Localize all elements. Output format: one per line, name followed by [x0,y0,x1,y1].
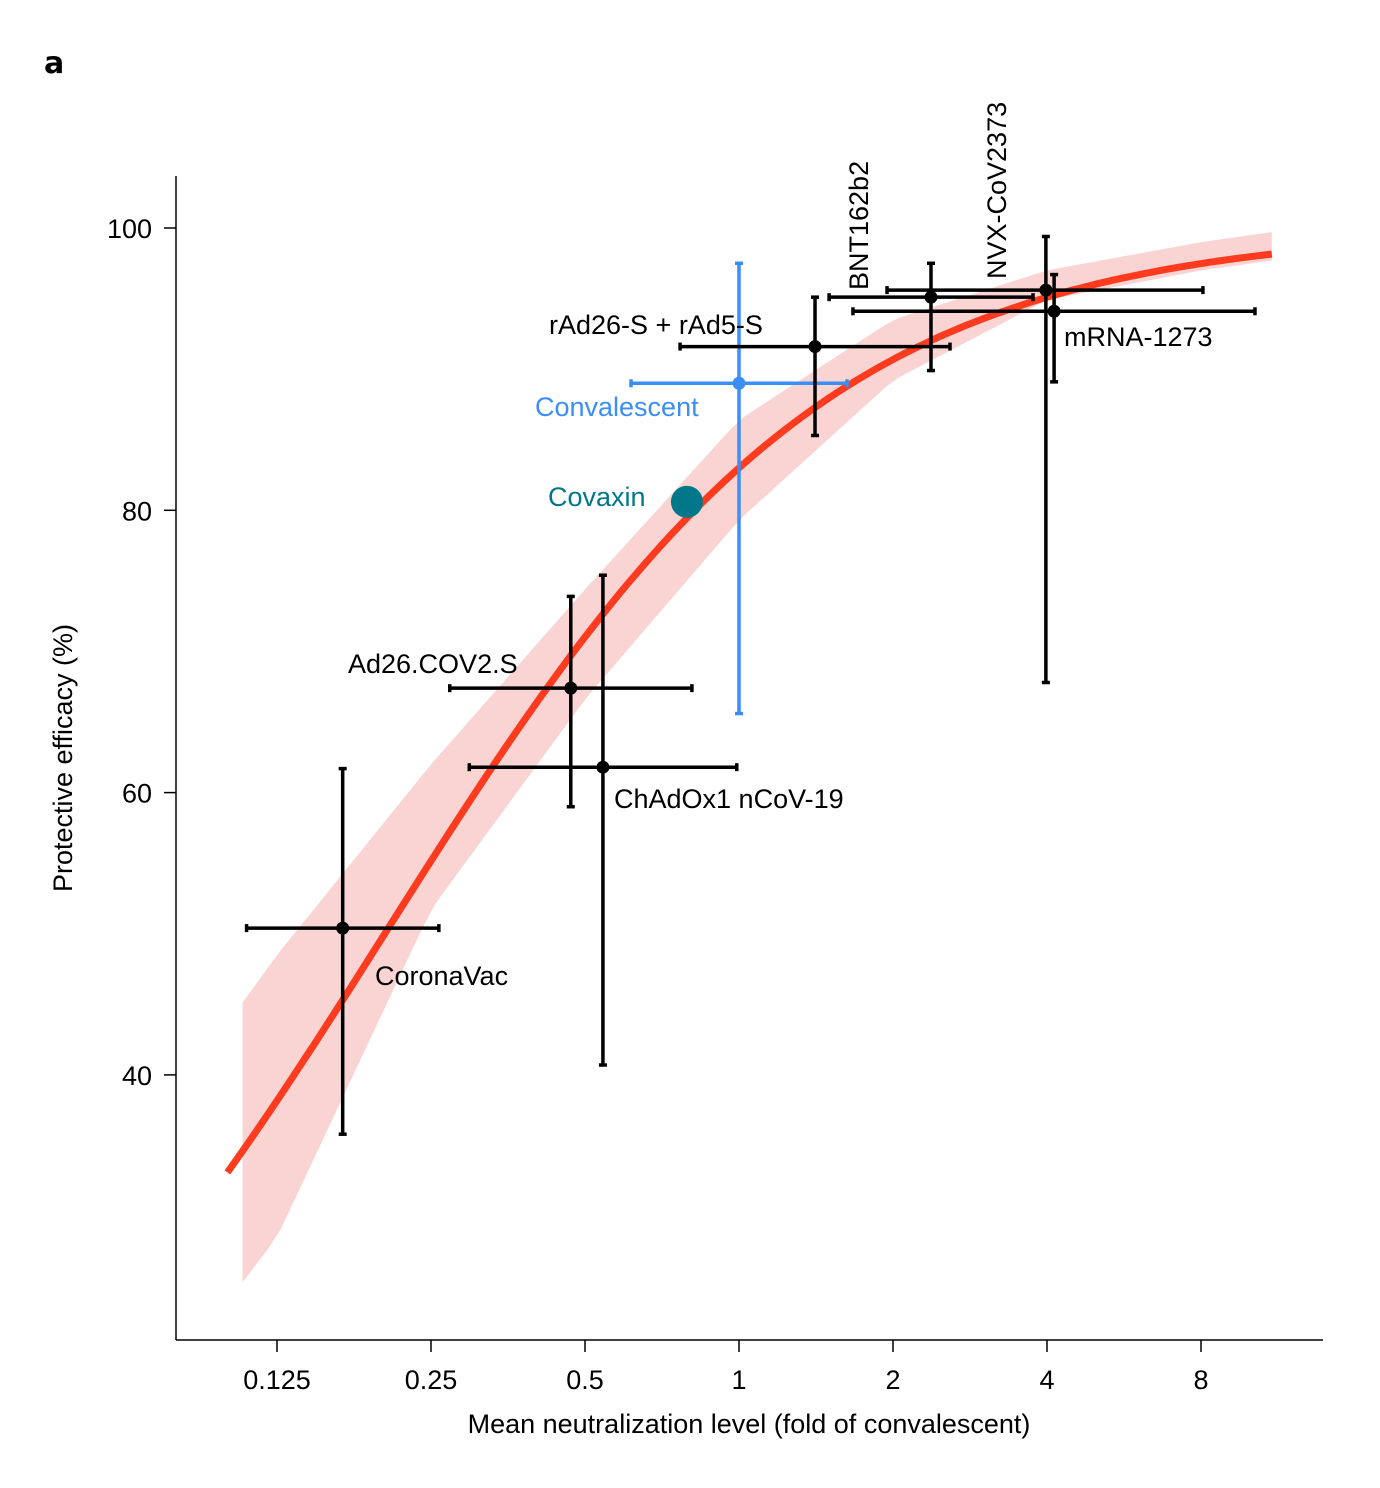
x-tick-label: 4 [1039,1365,1054,1395]
x-tick-label: 0.125 [243,1365,311,1395]
point-label: mRNA-1273 [1064,322,1213,352]
x-tick-label: 2 [885,1365,900,1395]
data-point-marker [336,921,350,935]
confidence-band-layer [242,232,1272,1283]
fit-curve-layer [224,250,1273,1175]
data-point-coronavac [244,766,441,1136]
panel-label: a [44,46,64,81]
point-label: ChAdOx1 nCoV-19 [614,784,844,814]
x-tick-label: 0.25 [405,1365,458,1395]
axes-layer: Mean neutralization level (fold of conva… [48,176,1323,1439]
data-point-mrna-1273 [851,272,1257,384]
data-point-marker [924,290,938,304]
point-label: Covaxin [548,482,646,512]
y-tick-label: 60 [122,779,152,809]
point-label: NVX-CoV2373 [982,102,1012,279]
point-label: rAd26-S + rAd5-S [549,310,763,340]
y-axis-title: Protective efficacy (%) [48,624,78,892]
logistic-fit-curve [224,250,1273,1175]
data-point-ad26-cov2-s [447,594,694,809]
data-point-marker [670,485,703,518]
data-point-marker [732,376,746,390]
data-point-marker [1039,283,1053,297]
data-point-convalescent [629,261,849,716]
data-points-layer [244,234,1257,1136]
data-point-marker [1047,304,1061,318]
data-point-bnt162b2 [827,261,1035,373]
y-tick-label: 100 [107,214,152,244]
data-point-chadox1-ncov-19 [467,573,739,1067]
data-point-covaxin [670,485,703,518]
confidence-band [242,232,1272,1283]
data-point-rad26-s-rad5-s [678,295,952,438]
data-point-marker [564,681,578,695]
point-label: Convalescent [535,392,699,422]
x-tick-label: 1 [731,1365,746,1395]
data-point-marker [808,340,822,354]
point-label: CoronaVac [375,961,508,991]
y-tick-label: 80 [122,496,152,526]
point-label: BNT162b2 [844,161,874,290]
data-point-nvx-cov2373 [885,234,1205,685]
x-tick-label: 8 [1193,1365,1208,1395]
y-tick-label: 40 [122,1061,152,1091]
x-tick-label: 0.5 [566,1365,604,1395]
data-point-marker [596,760,610,774]
x-axis-title: Mean neutralization level (fold of conva… [468,1409,1031,1439]
point-label: Ad26.COV2.S [348,649,518,679]
point-labels-layer: CoronaVac Ad26.COV2.S ChAdOx1 nCoV-19 Conva… [348,102,1213,991]
